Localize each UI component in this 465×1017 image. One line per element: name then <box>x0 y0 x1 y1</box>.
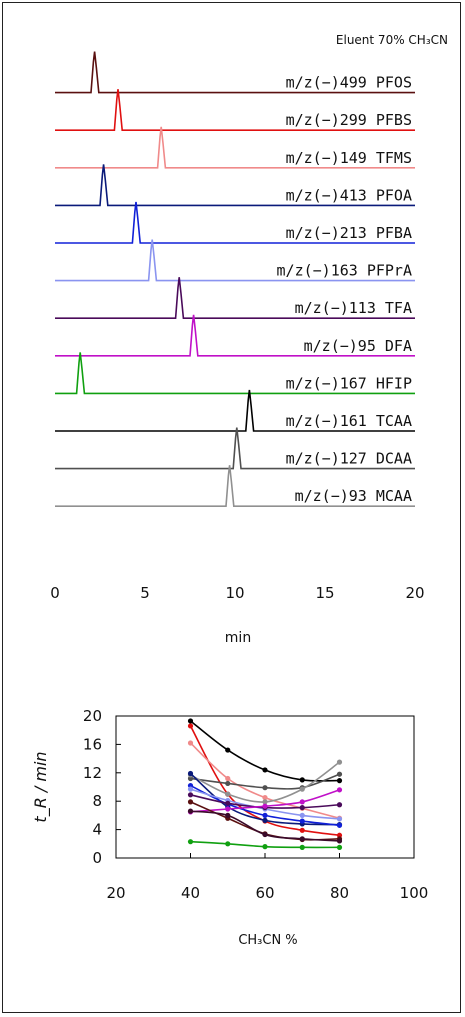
retention-data-point <box>187 839 194 845</box>
retention-data-point <box>187 740 194 746</box>
chromatogram-series-label: m/z(−)413 PFOA <box>286 186 412 204</box>
chromatogram-series-label: m/z(−)163 PFPrA <box>277 262 412 280</box>
retention-data-point <box>336 816 343 822</box>
retention-data-point <box>336 778 343 784</box>
retention-y-tick-label: 16 <box>83 735 102 753</box>
chromatogram-trace <box>55 465 415 507</box>
chromatogram-trace <box>55 239 415 282</box>
retention-x-tick-label: 20 <box>106 884 125 902</box>
retention-y-tick-label: 0 <box>92 849 102 867</box>
chromatogram-traces <box>55 51 415 507</box>
chromatogram-panel: Eluent 70% CH₃CN m/z(−)499 PFOS m/z(−)299… <box>50 33 448 646</box>
chromatogram-series-label: m/z(−)149 TFMS <box>286 149 412 167</box>
chromatogram-series-label: m/z(−)167 HFIP <box>286 374 412 392</box>
retention-data-point <box>299 799 305 805</box>
retention-data-point <box>187 808 194 814</box>
chromatogram-trace <box>55 277 415 319</box>
retention-x-axis-label: CH₃CN % <box>238 933 297 948</box>
retention-data-point <box>299 836 305 842</box>
retention-x-tick-label: 80 <box>330 884 349 902</box>
retention-data-point <box>187 718 194 724</box>
retention-x-tick-label: 60 <box>255 884 274 902</box>
chromatogram-x-ticks: 0 5 10 15 20 <box>50 584 424 602</box>
retention-y-tick-label: 4 <box>92 821 102 839</box>
retention-data-point <box>262 785 268 791</box>
retention-data-point <box>262 803 268 809</box>
chromatogram-series-label: m/z(−)299 PFBS <box>286 111 412 129</box>
retention-data-point <box>262 831 268 838</box>
retention-data-point <box>336 771 343 777</box>
retention-y-ticks: 0 4 8 12 16 20 <box>83 707 121 867</box>
chromatogram-series-label: m/z(−)113 TFA <box>295 299 412 317</box>
retention-data-point <box>336 844 343 850</box>
chromatogram-series-label: m/z(−)161 TCAA <box>286 412 412 430</box>
retention-data-point <box>225 775 231 782</box>
retention-data-point <box>225 841 231 847</box>
retention-data-point <box>225 791 231 797</box>
retention-data-point <box>262 795 268 801</box>
retention-data-point <box>299 786 305 792</box>
retention-data-point <box>299 844 305 850</box>
retention-data-point <box>262 799 268 805</box>
retention-data-point <box>187 723 194 729</box>
chromatogram-series-labels: m/z(−)499 PFOS m/z(−)299 PFBS m/z(−)149 TF… <box>277 74 412 506</box>
retention-data-point <box>262 812 268 819</box>
retention-data-point <box>225 806 231 812</box>
retention-data-point <box>225 747 231 753</box>
retention-y-tick-label: 20 <box>83 707 102 725</box>
retention-data-point <box>187 792 194 798</box>
chromatogram-trace <box>55 51 415 94</box>
chromatogram-trace <box>55 427 415 470</box>
chromatogram-trace <box>55 89 415 131</box>
retention-data-point <box>336 838 343 844</box>
chromatogram-x-axis-label: min <box>225 630 251 646</box>
retention-data-point <box>225 780 231 787</box>
eluent-annotation: Eluent 70% CH₃CN <box>336 33 448 47</box>
retention-y-axis-label: t_R / min <box>31 751 51 822</box>
chromatogram-trace <box>55 389 415 432</box>
chromatogram-trace <box>55 201 415 244</box>
retention-data-point <box>299 827 305 833</box>
retention-data-point <box>187 786 194 792</box>
retention-data-point <box>299 818 305 824</box>
chromatogram-x-tick-label: 5 <box>140 584 150 602</box>
chromatogram-trace <box>55 126 415 169</box>
retention-data-point <box>225 800 231 806</box>
chromatogram-series-label: m/z(−)127 DCAA <box>286 450 412 468</box>
retention-data-point <box>225 812 231 819</box>
retention-data-point <box>262 817 268 823</box>
chromatogram-series-label: m/z(−)499 PFOS <box>286 74 412 92</box>
chromatogram-series-label: m/z(−)93 MCAA <box>295 487 412 505</box>
chromatogram-x-tick-label: 0 <box>50 584 60 602</box>
retention-x-tick-label: 40 <box>181 884 200 902</box>
retention-plot: 0 4 8 12 16 20 20 40 60 80 100 t_R / min CH₃CN % <box>31 707 428 948</box>
retention-x-tick-label: 100 <box>400 884 429 902</box>
retention-data-point <box>336 802 343 808</box>
retention-data-point <box>299 804 305 811</box>
chromatogram-trace <box>55 352 415 395</box>
retention-x-ticks: 20 40 60 80 100 <box>106 853 428 902</box>
retention-data-point <box>262 844 268 850</box>
chromatogram-x-tick-label: 20 <box>405 584 424 602</box>
retention-y-tick-label: 12 <box>83 764 102 782</box>
retention-y-tick-label: 8 <box>92 792 102 810</box>
retention-data-point <box>187 799 194 805</box>
retention-data-point <box>262 767 268 773</box>
chromatogram-x-tick-label: 10 <box>225 584 244 602</box>
chromatogram-x-tick-label: 15 <box>315 584 334 602</box>
retention-data-point <box>299 777 305 783</box>
retention-data-point <box>299 812 305 819</box>
chromatogram-trace <box>55 164 415 207</box>
retention-data-point <box>336 822 343 828</box>
chromatogram-series-label: m/z(−)95 DFA <box>304 337 412 355</box>
chromatogram-series-label: m/z(−)213 PFBA <box>286 224 412 242</box>
chromatogram-trace <box>55 314 415 357</box>
retention-data-point <box>187 770 194 777</box>
retention-data-point <box>336 759 343 765</box>
retention-series <box>187 718 343 850</box>
retention-data-point <box>336 787 343 793</box>
